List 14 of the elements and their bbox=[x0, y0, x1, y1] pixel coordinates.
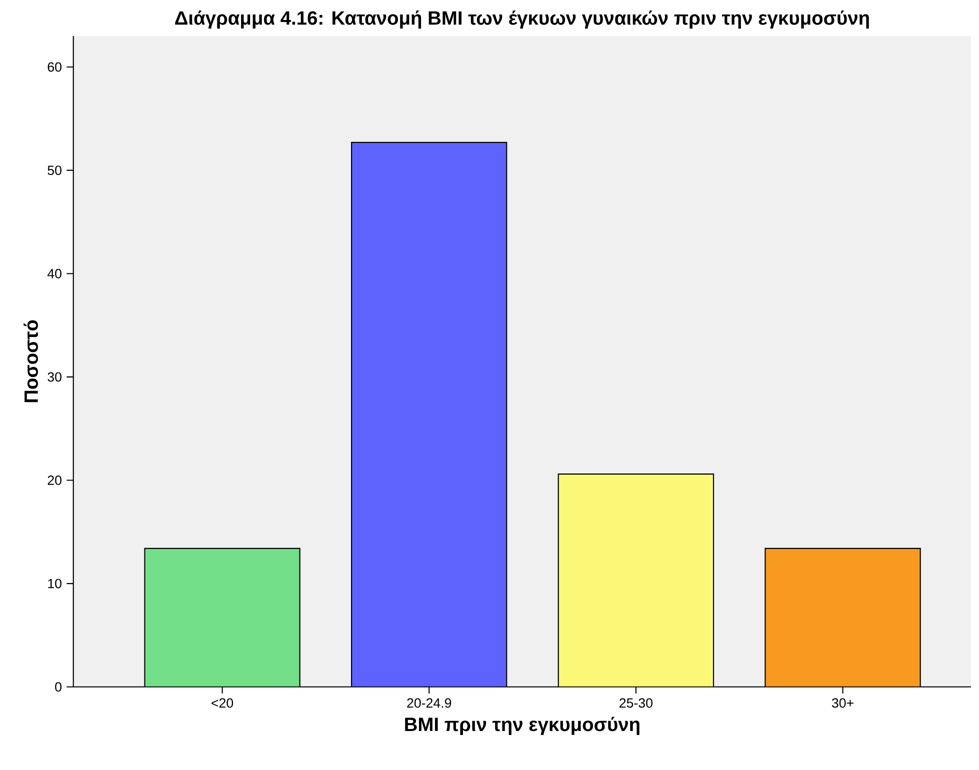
y-tick-label: 50 bbox=[48, 166, 62, 176]
y-tick-label: 0 bbox=[55, 682, 62, 692]
y-axis-title: Ποσοστό bbox=[24, 320, 38, 402]
x-tick-label: <20 bbox=[212, 698, 234, 708]
y-tick-label: 40 bbox=[47, 269, 62, 279]
chart-title: Διάγραμμα 4.16: Κατανομή BMI των έγκυων γυναικών πριν την εγκυμοσύνη bbox=[175, 10, 869, 29]
y-tick-label: 10 bbox=[48, 579, 62, 588]
x-tick-label: 30+ bbox=[832, 698, 854, 708]
x-axis-title: BMI πριν την εγκυμοσύνη bbox=[405, 717, 640, 736]
y-tick-label: 30 bbox=[48, 372, 62, 382]
y-tick-label: 60 bbox=[48, 62, 62, 72]
x-tick-label: 20-24.9 bbox=[407, 698, 452, 708]
x-tick-label: 25-30 bbox=[620, 698, 652, 708]
y-tick-label: 20 bbox=[48, 476, 62, 486]
